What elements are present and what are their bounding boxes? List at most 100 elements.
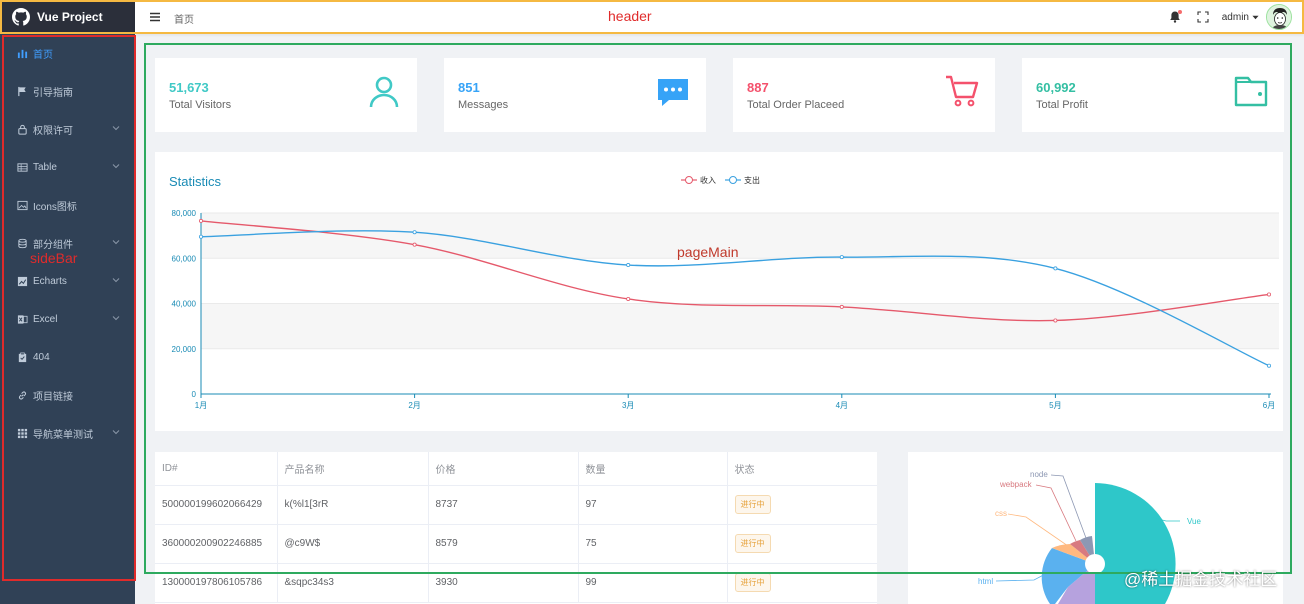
- sidebar-item-home[interactable]: 首页: [0, 34, 135, 72]
- sidebar-item-excel[interactable]: Excel: [0, 300, 135, 338]
- table-icon: [16, 161, 28, 173]
- pie-label-node: node: [1030, 470, 1048, 479]
- data-point: [1267, 363, 1272, 368]
- stat-card-profit[interactable]: 60,992 Total Profit: [1022, 58, 1284, 132]
- data-point: [199, 218, 204, 223]
- y-tick-label: 20,000: [172, 345, 197, 354]
- chart-legend: 收入 支出: [681, 175, 760, 185]
- stat-label: Total Order Placeed: [747, 99, 845, 111]
- stat-value: 851: [458, 80, 480, 95]
- series-line-expense: [200, 230, 1270, 367]
- table-cell: 99: [578, 563, 728, 603]
- pie-slice-html[interactable]: [1041, 548, 1095, 604]
- link-icon: [16, 389, 28, 401]
- statistics-line-chart: Statistics 收入 支出 0 20,000 40,000 60,000 80,00…: [169, 174, 1279, 410]
- column-header[interactable]: 产品名称: [277, 452, 429, 486]
- user-icon: [369, 76, 399, 108]
- watermark: @稀土掘金技术社区: [1124, 570, 1278, 589]
- table-row[interactable]: 360000200902246885 @c9W$ 8579 75 进行中: [155, 524, 877, 564]
- sidebar-item-nav-test[interactable]: 导航菜单测试: [0, 414, 135, 452]
- chart-title: Statistics: [169, 174, 222, 189]
- sidebar-item-label: 权限许可: [33, 125, 73, 137]
- sidebar-item-label: 首页: [33, 49, 53, 61]
- table-cell: 进行中: [727, 524, 877, 564]
- chevron-down-icon: [112, 428, 120, 436]
- data-point: [199, 234, 204, 239]
- chart-bar-icon: [16, 47, 28, 59]
- github-icon: [12, 8, 30, 26]
- table-cell: 进行中: [727, 563, 877, 603]
- fullscreen-icon[interactable]: [1197, 11, 1209, 23]
- data-point: [412, 242, 417, 247]
- table-cell: 3930: [428, 563, 579, 603]
- legend-item[interactable]: 支出: [725, 175, 760, 185]
- chart-line-icon: [16, 275, 28, 287]
- column-header[interactable]: 价格: [428, 452, 579, 486]
- avatar-face-icon: [1267, 5, 1291, 29]
- stat-label: Messages: [458, 99, 509, 111]
- sidebar-item-table[interactable]: Table: [0, 148, 135, 186]
- pie-label-html: html: [978, 577, 993, 586]
- table-cell: @c9W$: [277, 524, 429, 564]
- caret-down-icon[interactable]: [1252, 14, 1259, 21]
- table-row[interactable]: 130000197806105786 &sqpc34s3 3930 99 进行中: [155, 563, 877, 603]
- table-cell: 8737: [428, 485, 579, 525]
- grid-band: [201, 303, 1279, 349]
- hamburger-icon[interactable]: [149, 11, 161, 23]
- order-table-panel: ID# 产品名称 价格 数量 状态 500000199602066429 k(%…: [155, 452, 877, 604]
- notification-button[interactable]: [1168, 10, 1182, 24]
- app-logo[interactable]: Vue Project: [0, 0, 135, 34]
- table-cell: 130000197806105786: [155, 563, 278, 603]
- stat-value: 51,673: [169, 80, 209, 95]
- sidebar-item-guide[interactable]: 引导指南: [0, 72, 135, 110]
- stat-card-orders[interactable]: 887 Total Order Placeed: [733, 58, 995, 132]
- x-tick-label: 5月: [1049, 401, 1061, 410]
- avatar[interactable]: [1266, 4, 1292, 30]
- sidebar-item-404[interactable]: 404: [0, 338, 135, 376]
- pie-label-css: css: [995, 509, 1007, 518]
- chart-axes: 0 20,000 40,000 60,000 80,000 1月 2月 3月 4月 5月 6月: [172, 209, 1276, 410]
- sidebar: Vue Project 首页 引导指南 权限许可 Table Icons图标 部…: [0, 0, 135, 604]
- legend-marker: [729, 176, 737, 184]
- status-badge: 进行中: [734, 573, 771, 592]
- message-icon: [658, 79, 688, 106]
- sidebar-item-components[interactable]: 部分组件: [0, 224, 135, 262]
- table-row[interactable]: 500000199602066429 k(%l1[3rR 8737 97 进行中: [155, 485, 877, 525]
- excel-icon: [16, 313, 28, 325]
- shopping-cart-icon: [946, 75, 979, 107]
- sidebar-item-project-link[interactable]: 项目链接: [0, 376, 135, 414]
- y-tick-label: 60,000: [172, 254, 197, 263]
- pie-slice-css[interactable]: [1052, 544, 1095, 564]
- sidebar-menu: 首页 引导指南 权限许可 Table Icons图标 部分组件 Echarts: [0, 34, 135, 452]
- data-point: [1267, 292, 1272, 297]
- chart-series: [199, 218, 1272, 368]
- legend-item[interactable]: 收入: [681, 175, 716, 185]
- breadcrumb[interactable]: 首页: [174, 15, 194, 26]
- statistics-chart-panel: Statistics 收入 支出 0 20,000 40,000 60,000 80,00…: [155, 152, 1283, 431]
- annotation-label-pagemain: pageMain: [677, 244, 739, 260]
- header-right-menu: admin: [1168, 0, 1292, 34]
- sidebar-item-label: 项目链接: [33, 391, 73, 403]
- y-tick-label: 80,000: [172, 209, 197, 218]
- sidebar-item-label: 导航菜单测试: [33, 429, 93, 441]
- y-tick-label: 0: [192, 390, 197, 399]
- sidebar-item-echarts[interactable]: Echarts: [0, 262, 135, 300]
- user-menu-name[interactable]: admin: [1221, 11, 1249, 23]
- table-cell: 75: [578, 524, 728, 564]
- notification-dot: [1177, 10, 1182, 14]
- column-header[interactable]: ID#: [155, 452, 278, 486]
- sidebar-item-label: Echarts: [33, 275, 67, 287]
- sidebar-item-label: Table: [33, 161, 57, 173]
- stat-card-messages[interactable]: 851 Messages: [444, 58, 706, 132]
- lock-icon: [16, 123, 28, 135]
- sidebar-item-icons[interactable]: Icons图标: [0, 186, 135, 224]
- sidebar-item-permission[interactable]: 权限许可: [0, 110, 135, 148]
- column-header[interactable]: 数量: [578, 452, 728, 486]
- chevron-down-icon: [112, 238, 120, 246]
- column-header[interactable]: 状态: [727, 452, 877, 486]
- sidebar-item-label: 部分组件: [33, 239, 73, 251]
- grid-band: [201, 213, 1279, 259]
- pie-label-vue: Vue: [1187, 517, 1201, 526]
- stat-card-visitors[interactable]: 51,673 Total Visitors: [155, 58, 417, 132]
- pie-slice-other[interactable]: [1058, 564, 1095, 604]
